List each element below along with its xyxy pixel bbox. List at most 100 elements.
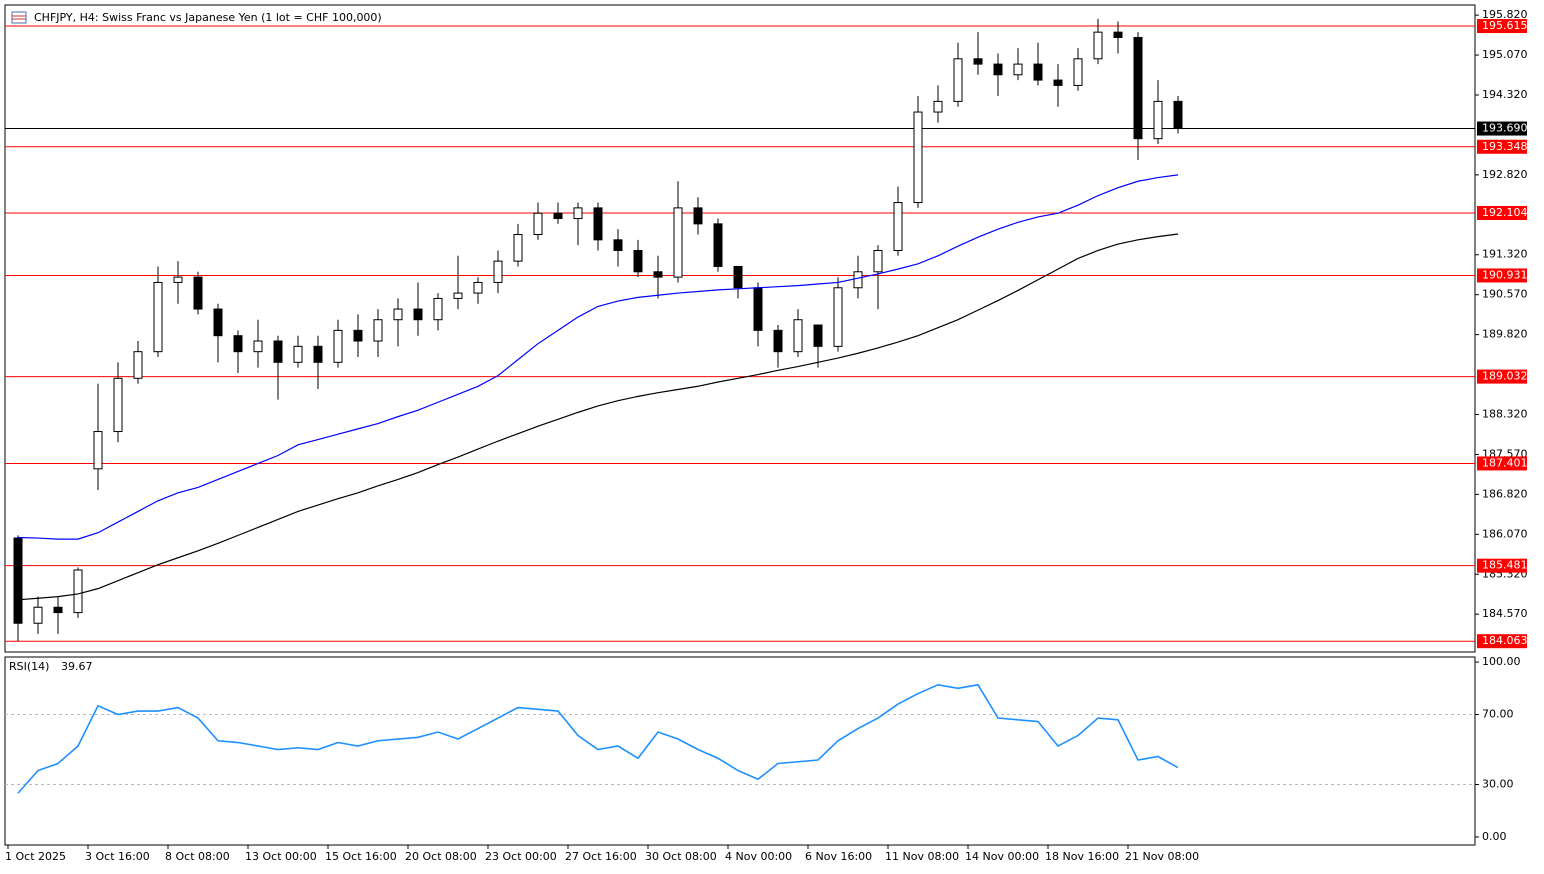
x-tick-label: 21 Nov 08:00 [1125,850,1199,863]
candle-body [893,202,903,251]
candle-body [313,345,323,363]
candle-body [873,249,883,273]
y-tick-label: 191.320 [1482,248,1528,261]
candle-body [473,281,483,294]
rsi-tick-label: 70.00 [1482,708,1514,721]
moving-average [17,174,1179,540]
candle-body [913,111,923,204]
level-label: 192.104 [1482,206,1528,219]
candle-body [1033,63,1043,81]
candle-body [553,212,563,220]
rsi-value: 39.67 [61,660,93,673]
candle-body [1113,31,1123,38]
candle-body [813,324,823,347]
candle-body [733,265,743,289]
rsi-tick-label: 30.00 [1482,777,1514,790]
level-label-box [1477,268,1527,283]
level-label-box [1477,19,1527,34]
candle-body [753,287,763,331]
candle-body [393,308,403,321]
candle-body [973,58,983,65]
current-price-label: 193.690 [1482,122,1528,135]
level-label: 184.063 [1482,634,1528,647]
candle-body [833,287,843,347]
candle-body [573,207,583,220]
chart-title: CHFJPY, H4: Swiss Franc vs Japanese Yen … [34,11,382,24]
candle-body [493,260,503,283]
candle-body [273,340,283,363]
candle-body [133,351,143,379]
y-tick-label: 186.070 [1482,527,1528,540]
main-panel [4,4,1476,653]
rsi-tick-label: 100.00 [1482,655,1521,668]
level-label: 189.032 [1482,370,1528,383]
x-tick-label: 11 Nov 08:00 [885,850,959,863]
x-tick-label: 8 Oct 08:00 [165,850,230,863]
moving-average [17,233,1179,601]
candle-body [1173,100,1183,130]
level-label-box [1477,369,1527,384]
candle-body [213,308,223,337]
candle-body [153,281,163,353]
candle-body [433,297,443,321]
candle-body [613,239,623,251]
x-tick-label: 23 Oct 00:00 [485,850,557,863]
y-tick-label: 195.070 [1482,48,1528,61]
candle-body [113,377,123,433]
candle-body [453,292,463,299]
candle-body [593,207,603,241]
candle-body [413,308,423,321]
candle-body [953,58,963,102]
x-tick-label: 1 Oct 2025 [5,850,66,863]
candle-body [853,271,863,289]
level-label: 187.401 [1482,456,1528,469]
rsi-panel [4,656,1476,846]
x-tick-label: 4 Nov 00:00 [725,850,792,863]
level-label-box [1477,139,1527,154]
candle-body [633,249,643,273]
level-label-box [1477,634,1527,649]
x-tick-label: 20 Oct 08:00 [405,850,477,863]
level-label-box [1477,558,1527,573]
candle-body [333,329,343,363]
candle-body [193,276,203,310]
candle-body [13,537,23,624]
x-tick-label: 6 Nov 16:00 [805,850,872,863]
candle-body [33,606,43,624]
candle-body [933,100,943,113]
level-label-box [1477,205,1527,220]
current-price-box [1477,121,1527,136]
y-tick-label: 188.320 [1482,408,1528,421]
rsi-tick-label: 0.00 [1482,830,1507,843]
y-tick-label: 189.820 [1482,328,1528,341]
candle-body [73,569,83,614]
candle-body [533,212,543,236]
candle-body [93,431,103,470]
x-tick-label: 14 Nov 00:00 [965,850,1039,863]
level-label: 185.481 [1482,559,1528,572]
rsi-line [17,683,1179,794]
level-label: 193.348 [1482,140,1528,153]
level-label-box [1477,456,1527,471]
level-label: 190.931 [1482,268,1528,281]
y-tick-label: 186.820 [1482,487,1528,500]
candle-body [373,319,383,342]
y-tick-label: 190.570 [1482,288,1528,301]
y-tick-label: 194.320 [1482,88,1528,101]
candle-body [1093,31,1103,60]
candle-body [233,335,243,353]
level-label: 195.615 [1482,19,1528,32]
candle-body [53,606,63,614]
candle-body [1133,36,1143,140]
x-tick-label: 18 Nov 16:00 [1045,850,1119,863]
candle-body [1013,63,1023,76]
candle-body [693,207,703,225]
candle-body [293,345,303,363]
candle-body [1073,58,1083,86]
candle-body [353,329,363,342]
candle-body [793,319,803,353]
candle-body [653,271,663,278]
candle-body [773,329,783,353]
